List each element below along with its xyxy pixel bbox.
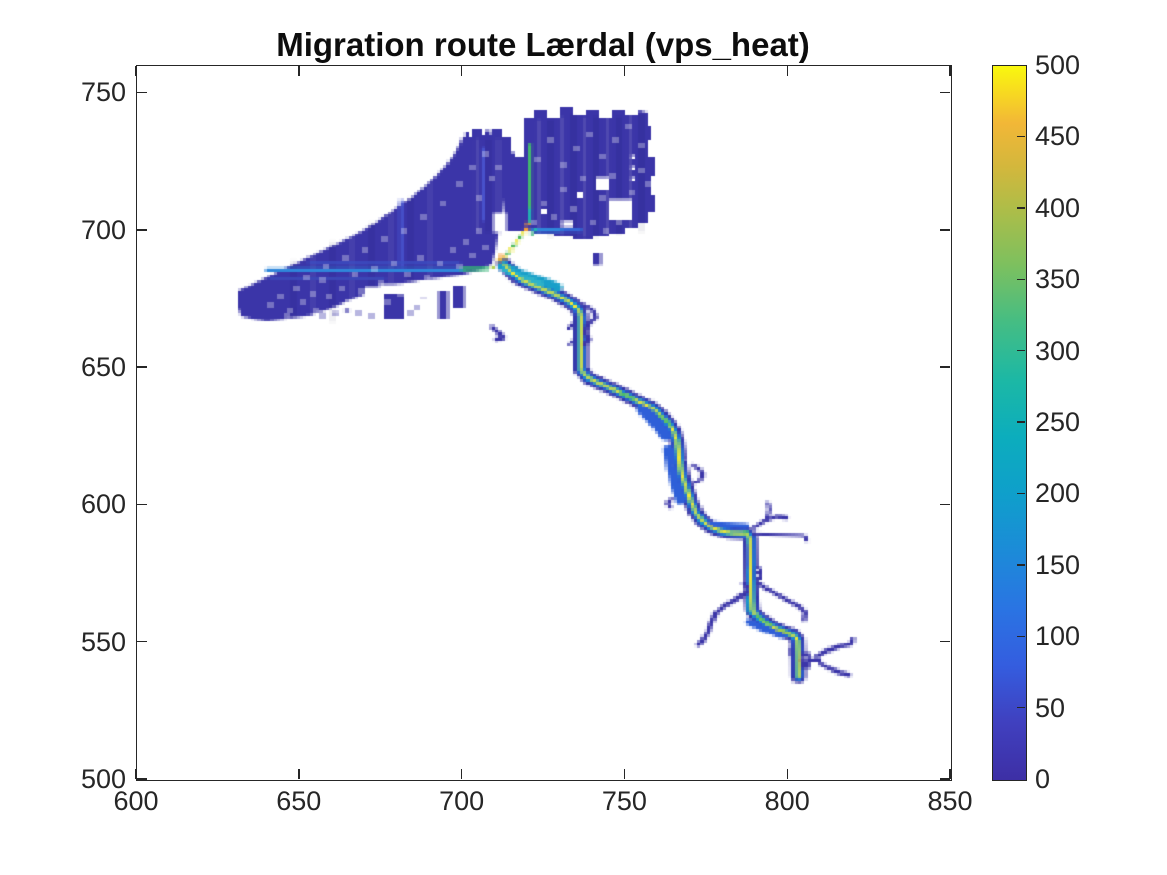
- colorbar-tick: [1017, 135, 1025, 138]
- x-tick-label: 850: [927, 786, 973, 816]
- x-tick: [623, 769, 626, 779]
- colorbar-tick: [1017, 207, 1025, 209]
- x-tick-top: [298, 66, 300, 76]
- y-tick: [137, 640, 147, 643]
- colorbar-tick-label: 400: [1035, 192, 1081, 223]
- colorbar-tick: [1017, 564, 1025, 566]
- colorbar-tick-label: 50: [1035, 692, 1066, 723]
- x-tick-top: [786, 66, 788, 76]
- colorbar-tick-label: 0: [1035, 764, 1051, 794]
- y-tick-right: [940, 640, 950, 643]
- y-tick-right: [940, 366, 950, 368]
- y-tick-right: [940, 91, 950, 94]
- colorbar-tick-label: 150: [1035, 549, 1081, 580]
- chart-title: Migration route Lærdal (vps_heat): [276, 26, 810, 63]
- y-tick-label: 700: [80, 214, 126, 245]
- colorbar-tick-label: 450: [1035, 121, 1081, 152]
- y-tick: [137, 503, 147, 506]
- x-tick-top: [623, 66, 626, 76]
- heatmap-canvas: [137, 66, 951, 780]
- x-tick: [949, 769, 951, 779]
- colorbar-tick: [1017, 421, 1025, 423]
- y-tick: [137, 229, 147, 231]
- colorbar-tick: [1017, 635, 1025, 637]
- x-tick-label: 800: [764, 786, 810, 816]
- colorbar-tick-label: 350: [1035, 264, 1081, 295]
- x-tick-top: [949, 66, 951, 76]
- colorbar-tick: [1017, 349, 1025, 352]
- y-tick-right: [940, 503, 950, 506]
- colorbar-tick: [1017, 492, 1025, 495]
- colorbar-tick: [1017, 706, 1025, 709]
- x-tick-label: 600: [113, 786, 159, 816]
- colorbar-tick-label: 500: [1035, 50, 1081, 80]
- y-tick-label: 550: [80, 626, 126, 657]
- y-tick: [137, 366, 147, 368]
- x-tick: [786, 769, 788, 779]
- colorbar-tick-label: 250: [1035, 407, 1081, 437]
- x-tick: [135, 769, 137, 779]
- x-tick-label: 750: [601, 786, 647, 816]
- y-tick-label: 500: [80, 764, 126, 794]
- colorbar-tick-label: 100: [1035, 621, 1081, 652]
- y-tick-label: 650: [80, 352, 126, 383]
- y-tick-label: 750: [80, 77, 126, 108]
- x-tick-top: [460, 66, 463, 76]
- y-tick: [137, 91, 147, 94]
- y-tick-right: [940, 778, 950, 780]
- y-tick: [137, 778, 147, 780]
- plot-area: [136, 65, 952, 781]
- x-tick: [298, 769, 300, 779]
- colorbar: [992, 65, 1027, 781]
- x-tick-label: 700: [439, 786, 485, 816]
- x-tick: [460, 769, 463, 779]
- y-tick-right: [940, 229, 950, 231]
- y-tick-label: 600: [80, 489, 126, 520]
- x-tick-label: 650: [276, 786, 322, 816]
- colorbar-tick-label: 300: [1035, 335, 1081, 366]
- colorbar-tick-label: 200: [1035, 478, 1081, 509]
- colorbar-tick: [1017, 278, 1025, 280]
- x-tick-top: [135, 66, 137, 76]
